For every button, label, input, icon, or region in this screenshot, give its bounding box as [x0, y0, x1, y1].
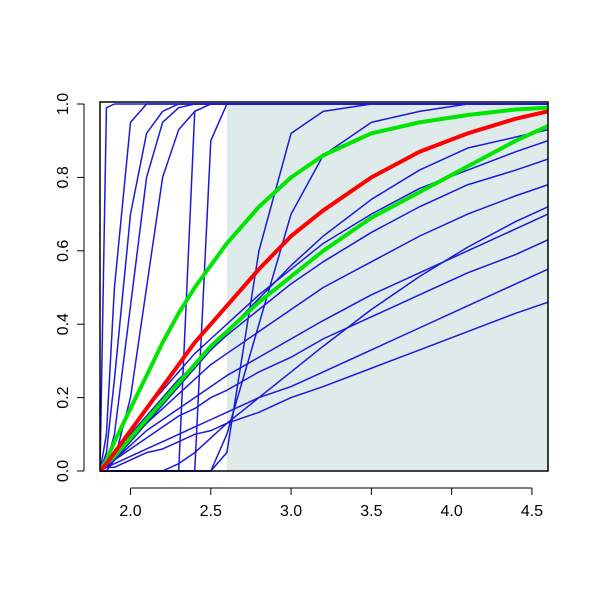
y-tick-label: 0.6 — [55, 240, 72, 262]
series-line — [100, 239, 548, 472]
y-tick-label: 0.4 — [55, 313, 72, 335]
series-line — [100, 301, 548, 472]
x-tick-label: 2.5 — [200, 503, 222, 520]
y-tick-label: 0.8 — [55, 166, 72, 188]
x-tick-label: 4.0 — [441, 503, 463, 520]
series-line — [100, 105, 548, 472]
plot-area — [100, 103, 548, 472]
series-line — [100, 213, 548, 472]
series-line — [100, 124, 548, 472]
y-tick-label: 0.2 — [55, 386, 72, 408]
plot-frame — [99, 101, 549, 472]
x-tick-label: 3.0 — [280, 503, 302, 520]
y-tick-label: 0.0 — [55, 460, 72, 482]
x-tick-label: 2.0 — [119, 503, 141, 520]
x-tick-label: 4.5 — [521, 503, 543, 520]
series-line — [100, 268, 548, 472]
series-line — [100, 109, 548, 472]
x-tick-label: 3.5 — [360, 503, 382, 520]
y-tick-label: 1.0 — [55, 93, 72, 115]
